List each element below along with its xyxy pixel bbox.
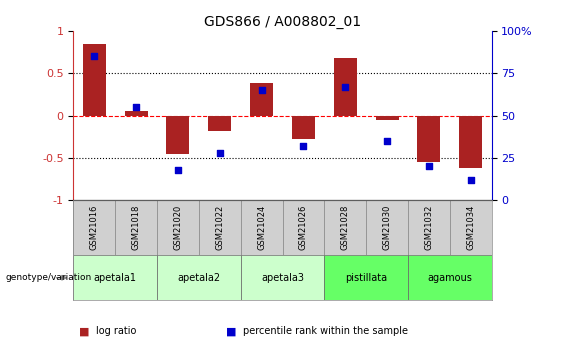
- Text: agamous: agamous: [427, 273, 472, 283]
- Bar: [167, 116, 189, 154]
- Text: ■: ■: [79, 326, 90, 336]
- Text: genotype/variation: genotype/variation: [6, 273, 92, 282]
- Bar: [73, 255, 157, 300]
- Bar: [83, 44, 106, 116]
- Point: [215, 150, 224, 156]
- Bar: [73, 200, 115, 255]
- Bar: [199, 200, 241, 255]
- Text: GSM21028: GSM21028: [341, 205, 350, 250]
- Text: GSM21022: GSM21022: [215, 205, 224, 250]
- Bar: [324, 255, 408, 300]
- Bar: [418, 116, 440, 162]
- Point: [466, 177, 475, 183]
- Bar: [241, 255, 324, 300]
- Text: GSM21016: GSM21016: [90, 205, 99, 250]
- Point: [424, 164, 433, 169]
- Bar: [324, 200, 366, 255]
- Text: GSM21024: GSM21024: [257, 205, 266, 250]
- Bar: [250, 83, 273, 116]
- Title: GDS866 / A008802_01: GDS866 / A008802_01: [204, 14, 361, 29]
- Bar: [208, 116, 231, 131]
- Point: [257, 87, 266, 93]
- Text: apetala3: apetala3: [261, 273, 304, 283]
- Bar: [282, 200, 324, 255]
- Point: [173, 167, 182, 172]
- Text: GSM21020: GSM21020: [173, 205, 182, 250]
- Bar: [459, 116, 482, 168]
- Text: GSM21018: GSM21018: [132, 205, 141, 250]
- Text: GSM21030: GSM21030: [383, 205, 392, 250]
- Bar: [408, 200, 450, 255]
- Text: GSM21034: GSM21034: [466, 205, 475, 250]
- Bar: [292, 116, 315, 139]
- Point: [90, 54, 99, 59]
- Bar: [157, 200, 199, 255]
- Text: GSM21032: GSM21032: [424, 205, 433, 250]
- Point: [383, 138, 392, 144]
- Bar: [241, 200, 282, 255]
- Bar: [157, 255, 241, 300]
- Bar: [450, 200, 492, 255]
- Bar: [366, 200, 408, 255]
- Point: [132, 104, 141, 110]
- Text: ■: ■: [226, 326, 237, 336]
- Bar: [376, 116, 398, 120]
- Text: percentile rank within the sample: percentile rank within the sample: [243, 326, 408, 336]
- Point: [341, 84, 350, 90]
- Bar: [408, 255, 492, 300]
- Bar: [125, 111, 147, 116]
- Bar: [334, 58, 357, 116]
- Text: GSM21026: GSM21026: [299, 205, 308, 250]
- Text: pistillata: pistillata: [345, 273, 387, 283]
- Bar: [115, 200, 157, 255]
- Point: [299, 143, 308, 149]
- Text: apetala2: apetala2: [177, 273, 220, 283]
- Text: log ratio: log ratio: [96, 326, 136, 336]
- Text: apetala1: apetala1: [94, 273, 137, 283]
